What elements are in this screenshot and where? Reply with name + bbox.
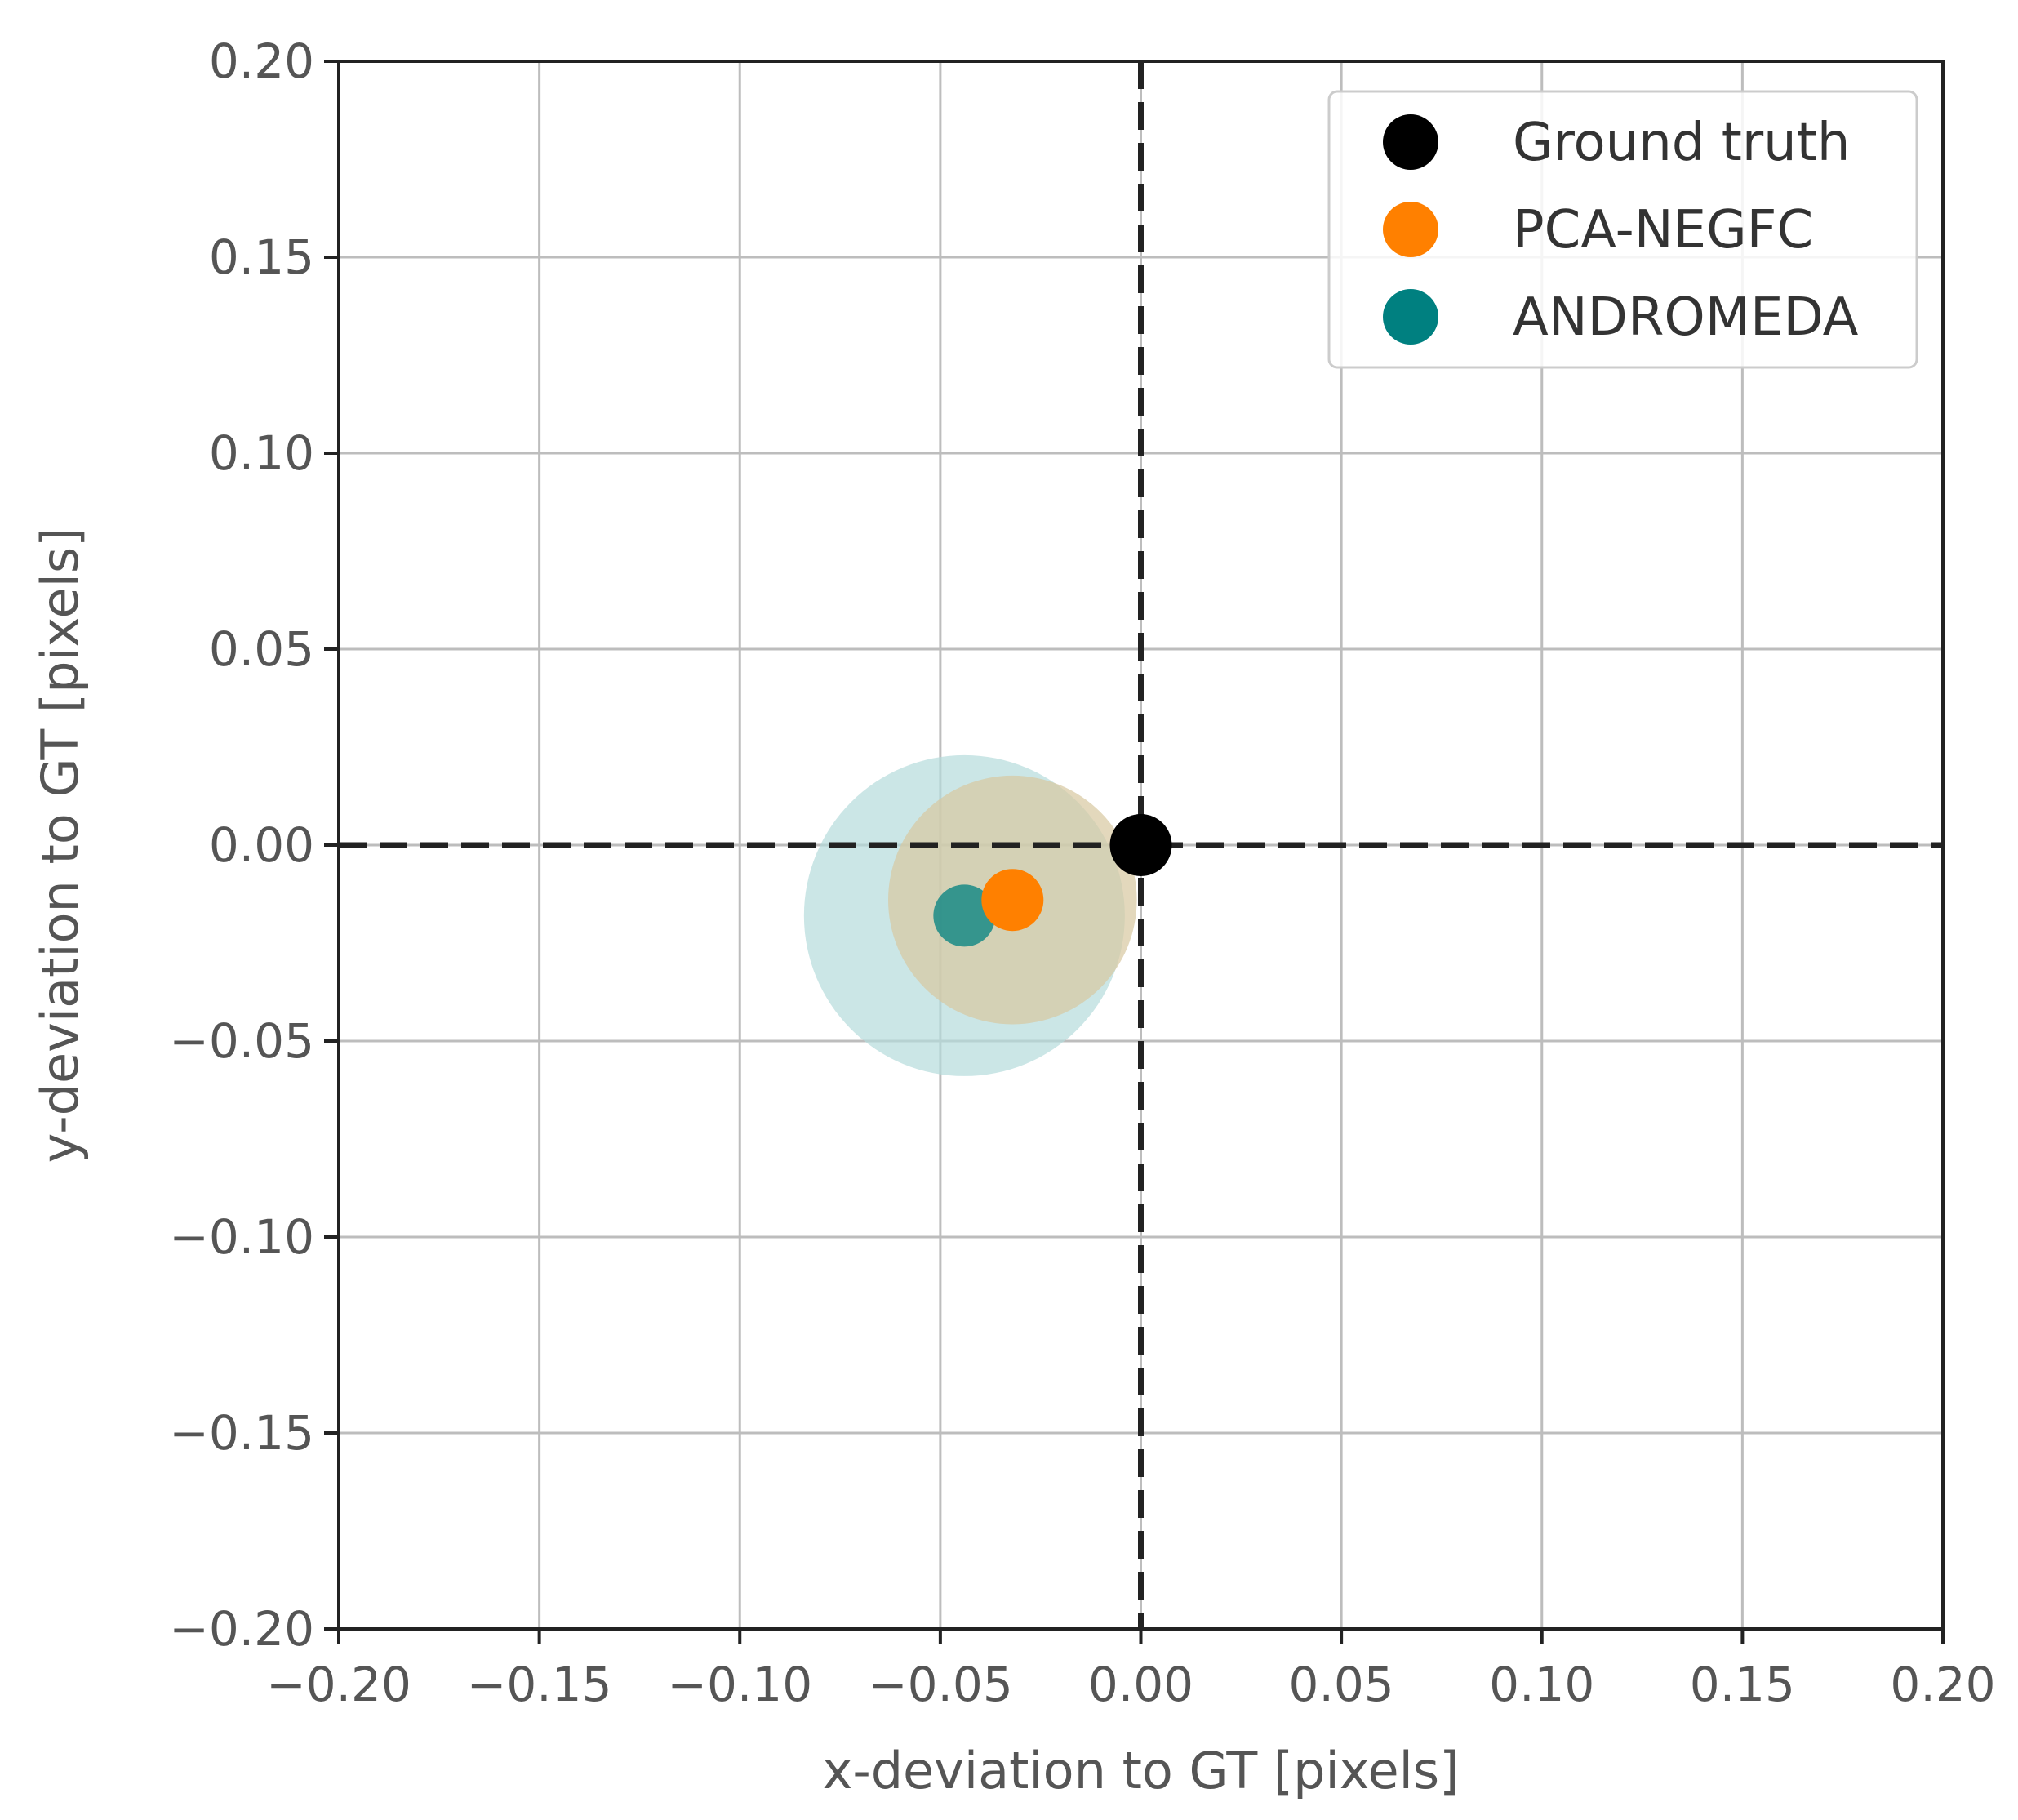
point-pca-negfc bbox=[981, 869, 1044, 932]
legend-marker-pca-negfc bbox=[1383, 202, 1438, 257]
data-points bbox=[933, 814, 1172, 947]
x-tick-label: −0.10 bbox=[667, 1657, 812, 1712]
x-tick-label: 0.00 bbox=[1088, 1657, 1193, 1712]
y-tick-label: −0.05 bbox=[169, 1013, 314, 1069]
y-tick-label: −0.20 bbox=[169, 1601, 314, 1657]
x-tick-label: −0.15 bbox=[467, 1657, 612, 1712]
x-tick-label: −0.20 bbox=[266, 1657, 411, 1712]
tick-marks bbox=[324, 60, 1945, 1644]
legend-label-pca-negfc: PCA-NEGFC bbox=[1513, 200, 1813, 260]
legend-entry-ground-truth: Ground truth bbox=[1383, 113, 1850, 173]
x-tick-label: 0.05 bbox=[1289, 1657, 1394, 1712]
y-tick-label: −0.10 bbox=[169, 1209, 314, 1265]
legend-entry-andromeda: ANDROMEDA bbox=[1383, 287, 1859, 348]
legend-label-andromeda: ANDROMEDA bbox=[1513, 287, 1859, 348]
y-axis-label: y-deviation to GT [pixels] bbox=[30, 527, 90, 1164]
y-tick-label: 0.15 bbox=[209, 229, 314, 285]
y-tick-label: 0.20 bbox=[209, 33, 314, 89]
x-tick-label: 0.20 bbox=[1890, 1657, 1995, 1712]
y-tick-labels: −0.20 −0.15 −0.10 −0.05 0.00 0.05 0.10 0.15 0.20 bbox=[169, 33, 314, 1657]
point-andromeda bbox=[933, 884, 996, 947]
legend-entry-pca-negfc: PCA-NEGFC bbox=[1383, 200, 1813, 260]
x-axis-label: x-deviation to GT [pixels] bbox=[823, 1741, 1460, 1800]
legend-box bbox=[1327, 90, 1918, 369]
legend-label-ground-truth: Ground truth bbox=[1513, 113, 1850, 173]
point-ground-truth bbox=[1109, 814, 1172, 876]
x-tick-labels: −0.20 −0.15 −0.10 −0.05 0.00 0.05 0.10 0.15 0.20 bbox=[266, 1657, 1995, 1712]
legend-marker-andromeda bbox=[1383, 289, 1438, 345]
y-tick-label: 0.05 bbox=[209, 621, 314, 677]
y-tick-label: 0.00 bbox=[209, 817, 314, 873]
x-tick-label: 0.10 bbox=[1489, 1657, 1594, 1712]
legend-marker-ground-truth bbox=[1383, 114, 1438, 170]
x-tick-label: −0.05 bbox=[868, 1657, 1013, 1712]
legend: Ground truth PCA-NEGFC ANDROMEDA bbox=[1327, 90, 1918, 369]
y-tick-label: −0.15 bbox=[169, 1405, 314, 1461]
x-tick-label: 0.15 bbox=[1690, 1657, 1795, 1712]
y-tick-label: 0.10 bbox=[209, 425, 314, 481]
plot-frame bbox=[337, 60, 1945, 1631]
